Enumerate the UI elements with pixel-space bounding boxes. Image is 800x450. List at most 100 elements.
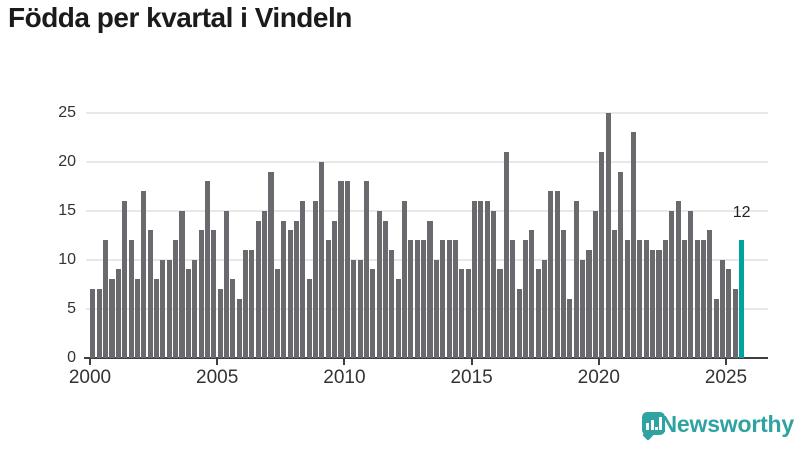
bar-2022-Q4 [669, 210, 675, 358]
gridline-20 [86, 160, 768, 163]
bar-2022-Q3 [662, 240, 668, 358]
bar-2012-Q1 [395, 279, 401, 358]
bar-2016-Q3 [510, 240, 516, 358]
y-tick-label-10: 10 [58, 250, 76, 268]
last-bar-value-label: 12 [732, 204, 751, 221]
bar-2010-Q1 [344, 181, 350, 358]
x-tick-2015 [470, 358, 473, 365]
bar-2011-Q4 [389, 249, 395, 358]
bar-2021-Q2 [631, 132, 637, 358]
bar-2003-Q3 [179, 210, 185, 358]
gridline-15 [86, 209, 768, 212]
y-tick-label-20: 20 [58, 152, 76, 170]
bar-2012-Q4 [414, 240, 420, 358]
bar-2011-Q1 [370, 269, 376, 358]
bar-2006-Q4 [262, 210, 268, 358]
bar-2014-Q3 [459, 269, 465, 358]
bar-2017-Q1 [522, 240, 528, 358]
y-tick-label-5: 5 [67, 299, 76, 317]
bar-2018-Q4 [567, 298, 573, 358]
bar-2003-Q1 [166, 259, 172, 358]
logo-bar-small [646, 423, 649, 430]
bar-2009-Q3 [332, 220, 338, 358]
bar-2007-Q2 [274, 269, 280, 358]
bar-2025-Q2 [732, 289, 738, 358]
bar-2023-Q4 [694, 240, 700, 358]
bar-2004-Q3 [204, 181, 210, 358]
bar-2008-Q4 [313, 200, 319, 358]
bar-2021-Q3 [637, 240, 643, 358]
logo-bar-medium [650, 420, 654, 430]
bar-2023-Q2 [681, 240, 687, 358]
speech-bubble-tail [642, 429, 654, 441]
bar-2011-Q3 [382, 220, 389, 358]
bar-2004-Q1 [192, 259, 198, 358]
bar-2024-Q1 [700, 240, 707, 358]
bar-2021-Q4 [643, 240, 649, 358]
bar-2023-Q1 [675, 200, 681, 358]
bar-2006-Q1 [243, 249, 249, 358]
gridline-5 [86, 307, 768, 310]
bar-2006-Q3 [255, 220, 261, 358]
bar-2019-Q1 [573, 200, 579, 358]
bar-2020-Q3 [611, 230, 617, 358]
bar-2009-Q1 [319, 161, 325, 358]
bar-2009-Q2 [325, 240, 331, 358]
bar-2025-Q1 [726, 269, 732, 358]
x-tick-2010 [343, 358, 346, 365]
bar-2003-Q4 [185, 269, 191, 358]
gridline-25 [86, 111, 768, 114]
bar-2013-Q4 [440, 240, 446, 358]
gridline-10 [86, 258, 768, 261]
bar-chart-speech-bubble-icon [642, 412, 665, 441]
bar-2023-Q3 [688, 210, 694, 358]
bar-2002-Q1 [141, 191, 147, 358]
bar-2025-Q3-highlighted [739, 240, 745, 358]
bar-2005-Q3 [230, 279, 236, 358]
bar-2018-Q2 [554, 191, 560, 358]
bar-2015-Q2 [478, 200, 484, 358]
bar-2024-Q2 [707, 230, 713, 358]
bar-2024-Q3 [713, 298, 719, 358]
bar-2010-Q2 [351, 259, 357, 358]
bar-2005-Q1 [217, 289, 223, 358]
bar-2017-Q4 [541, 259, 548, 358]
bar-2019-Q2 [580, 259, 586, 358]
bar-2000-Q1 [90, 289, 96, 358]
bar-2022-Q2 [656, 249, 662, 358]
x-tick-2025 [725, 358, 727, 365]
bar-2018-Q3 [561, 230, 567, 358]
bar-2024-Q4 [720, 259, 726, 358]
bar-2019-Q4 [592, 210, 598, 358]
x-tick-label-2010: 2010 [323, 367, 366, 388]
bar-2004-Q2 [198, 230, 204, 358]
x-tick-label-2000: 2000 [68, 367, 112, 388]
bar-2022-Q1 [650, 249, 656, 358]
bar-2011-Q2 [376, 210, 382, 358]
bar-2013-Q3 [433, 259, 439, 358]
bar-2000-Q3 [103, 240, 109, 358]
bar-2020-Q1 [599, 152, 605, 358]
x-tick-label-2020: 2020 [577, 367, 620, 388]
bar-2007-Q3 [281, 220, 287, 358]
chart-title: Födda per kvartal i Vindeln [8, 2, 352, 33]
bar-2013-Q2 [427, 220, 433, 358]
bar-2010-Q3 [357, 259, 363, 358]
logo-dot [655, 427, 658, 430]
bar-2014-Q4 [465, 269, 471, 358]
bar-2003-Q2 [173, 240, 179, 358]
bar-2009-Q4 [338, 181, 344, 358]
bar-2008-Q3 [306, 279, 312, 358]
bar-2010-Q4 [363, 181, 369, 358]
bar-2000-Q4 [109, 279, 115, 358]
x-tick-2000 [89, 358, 91, 365]
bar-2004-Q4 [211, 230, 217, 358]
bar-2020-Q4 [618, 171, 624, 358]
bar-2015-Q1 [472, 200, 478, 358]
bar-2007-Q1 [268, 171, 274, 358]
bar-2020-Q2 [605, 112, 611, 358]
bar-2007-Q4 [287, 230, 293, 358]
bar-2018-Q1 [548, 191, 554, 358]
bar-2017-Q3 [535, 269, 541, 358]
bar-2012-Q3 [408, 240, 414, 358]
